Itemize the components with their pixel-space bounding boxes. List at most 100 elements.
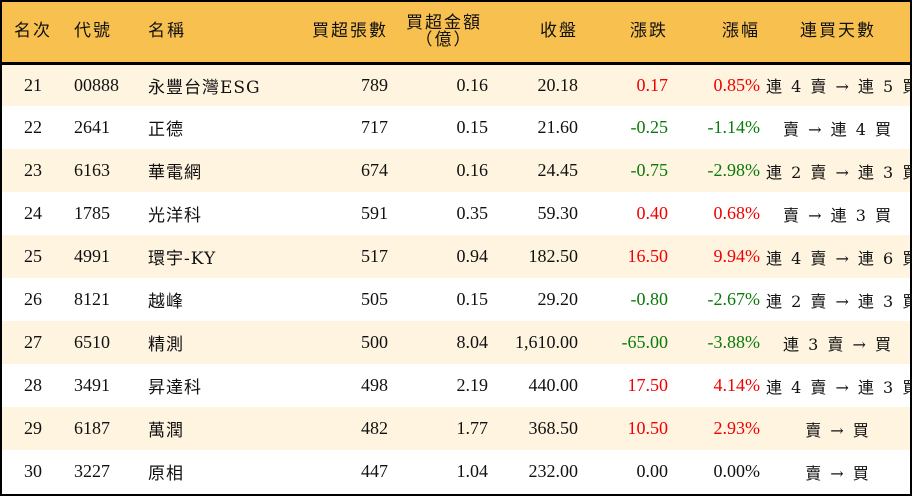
cell-change: 17.50 — [627, 375, 669, 395]
table-row[interactable]: 25 4991 環宇-KY 517 0.94 182.50 16.50 9.94… — [2, 235, 912, 278]
cell-change: -65.00 — [621, 332, 669, 352]
cell-rank: 21 — [24, 74, 42, 95]
cell-change: 0.17 — [636, 74, 669, 95]
cell-code[interactable]: 6187 — [74, 418, 110, 438]
header-code[interactable]: 代號 — [74, 21, 112, 42]
cell-code[interactable]: 3227 — [74, 461, 110, 481]
cell-close: 21.60 — [537, 117, 579, 137]
table-row[interactable]: 21 00888 永豐台灣ESG 789 0.16 20.18 0.17 0.8… — [2, 63, 912, 106]
cell-close: 232.00 — [528, 461, 579, 481]
cell-change-pct: 2.93% — [713, 418, 761, 438]
cell-code[interactable]: 3491 — [74, 375, 110, 395]
cell-code[interactable]: 4991 — [74, 246, 110, 266]
cell-net-buy-lots: 482 — [361, 418, 388, 438]
cell-name[interactable]: 華電網 — [148, 163, 202, 183]
cell-streak: 連 2 賣 → 連 3 買 — [766, 162, 912, 182]
cell-change: -0.25 — [630, 117, 669, 137]
cell-change: 10.50 — [627, 418, 669, 438]
cell-name[interactable]: 永豐台灣ESG — [148, 77, 261, 98]
cell-net-buy-amount: 2.19 — [456, 375, 489, 395]
cell-code[interactable]: 6510 — [74, 332, 110, 352]
cell-streak: 賣 → 連 3 買 — [783, 205, 893, 225]
cell-close: 368.50 — [528, 418, 579, 438]
table-row[interactable]: 30 3227 原相 447 1.04 232.00 0.00 0.00% 賣 … — [2, 450, 910, 493]
header-rank[interactable]: 名次 — [14, 21, 52, 42]
cell-net-buy-amount: 0.35 — [456, 203, 489, 223]
cell-net-buy-amount: 0.16 — [456, 74, 489, 95]
cell-net-buy-amount: 8.04 — [456, 332, 489, 352]
cell-change: 16.50 — [627, 246, 669, 266]
cell-name[interactable]: 精測 — [148, 335, 184, 355]
cell-change-pct: 0.00% — [713, 461, 761, 481]
table-row[interactable]: 24 1785 光洋科 591 0.35 59.30 0.40 0.68% 賣 … — [2, 192, 910, 235]
table-body: 21 00888 永豐台灣ESG 789 0.16 20.18 0.17 0.8… — [2, 63, 912, 493]
header-change[interactable]: 漲跌 — [630, 21, 668, 42]
cell-streak: 賣 → 買 — [805, 463, 871, 483]
header-net-buy-amount-line2: （億） — [415, 29, 473, 50]
table-row[interactable]: 22 2641 正德 717 0.15 21.60 -0.25 -1.14% 賣… — [2, 106, 910, 149]
cell-change-pct: 0.68% — [713, 203, 761, 223]
table-row[interactable]: 27 6510 精測 500 8.04 1,610.00 -65.00 -3.8… — [2, 321, 910, 364]
cell-net-buy-amount: 1.04 — [456, 461, 489, 481]
cell-streak: 連 4 賣 → 連 5 買 — [766, 77, 912, 97]
cell-net-buy-amount: 0.15 — [456, 117, 489, 137]
table-row[interactable]: 26 8121 越峰 505 0.15 29.20 -0.80 -2.67% 連… — [2, 278, 912, 321]
cell-streak: 賣 → 連 4 買 — [783, 119, 893, 139]
cell-change-pct: 0.85% — [713, 74, 761, 95]
cell-name[interactable]: 萬潤 — [148, 421, 184, 441]
header-close[interactable]: 收盤 — [540, 21, 578, 42]
cell-name[interactable]: 原相 — [148, 464, 184, 484]
cell-change-pct: -1.14% — [707, 117, 761, 137]
cell-code[interactable]: 1785 — [74, 203, 110, 223]
cell-rank: 26 — [24, 289, 42, 309]
header-net-buy-amount[interactable]: 買超金額 （億） — [394, 2, 494, 63]
cell-net-buy-lots: 674 — [361, 160, 388, 180]
cell-net-buy-lots: 500 — [361, 332, 388, 352]
cell-net-buy-amount: 0.94 — [456, 246, 489, 266]
cell-rank: 22 — [24, 117, 42, 137]
cell-net-buy-amount: 0.16 — [456, 160, 489, 180]
table-row[interactable]: 23 6163 華電網 674 0.16 24.45 -0.75 -2.98% … — [2, 149, 912, 192]
cell-net-buy-lots: 789 — [361, 74, 388, 95]
cell-code[interactable]: 8121 — [74, 289, 110, 309]
cell-net-buy-lots: 717 — [361, 117, 388, 137]
cell-close: 59.30 — [537, 203, 579, 223]
cell-rank: 27 — [24, 332, 42, 352]
cell-name[interactable]: 昇達科 — [148, 378, 202, 398]
cell-close: 20.18 — [537, 74, 579, 95]
table-row[interactable]: 29 6187 萬潤 482 1.77 368.50 10.50 2.93% 賣… — [2, 407, 910, 450]
header-name[interactable]: 名稱 — [148, 21, 186, 42]
cell-name[interactable]: 越峰 — [148, 292, 184, 312]
cell-change: -0.80 — [630, 289, 669, 309]
cell-net-buy-amount: 0.15 — [456, 289, 489, 309]
cell-close: 182.50 — [528, 246, 579, 266]
header-change-pct[interactable]: 漲幅 — [722, 21, 760, 42]
cell-code[interactable]: 00888 — [74, 74, 119, 95]
table-row[interactable]: 28 3491 昇達科 498 2.19 440.00 17.50 4.14% … — [2, 364, 912, 407]
cell-rank: 25 — [24, 246, 42, 266]
header-streak[interactable]: 連買天數 — [800, 21, 876, 42]
cell-name[interactable]: 光洋科 — [148, 206, 202, 226]
header-net-buy-amount-line1: 買超金額 — [406, 12, 482, 33]
cell-change: 0.40 — [636, 203, 669, 223]
cell-streak: 連 3 賣 → 買 — [783, 334, 893, 354]
cell-streak: 賣 → 買 — [805, 420, 871, 440]
cell-rank: 28 — [24, 375, 42, 395]
cell-close: 24.45 — [537, 160, 579, 180]
cell-rank: 30 — [24, 461, 42, 481]
cell-close: 29.20 — [537, 289, 579, 309]
cell-rank: 29 — [24, 418, 42, 438]
cell-net-buy-amount: 1.77 — [456, 418, 489, 438]
cell-change-pct: 4.14% — [713, 375, 761, 395]
cell-change: 0.00 — [636, 461, 669, 481]
cell-name[interactable]: 正德 — [148, 120, 184, 140]
header-net-buy-lots[interactable]: 買超張數 — [312, 21, 388, 42]
cell-change-pct: -2.98% — [707, 160, 761, 180]
cell-change-pct: 9.94% — [713, 246, 761, 266]
cell-streak: 連 4 賣 → 連 6 買 — [766, 248, 912, 268]
cell-code[interactable]: 2641 — [74, 117, 110, 137]
cell-code[interactable]: 6163 — [74, 160, 110, 180]
cell-rank: 24 — [24, 203, 42, 223]
cell-name[interactable]: 環宇-KY — [148, 249, 217, 269]
